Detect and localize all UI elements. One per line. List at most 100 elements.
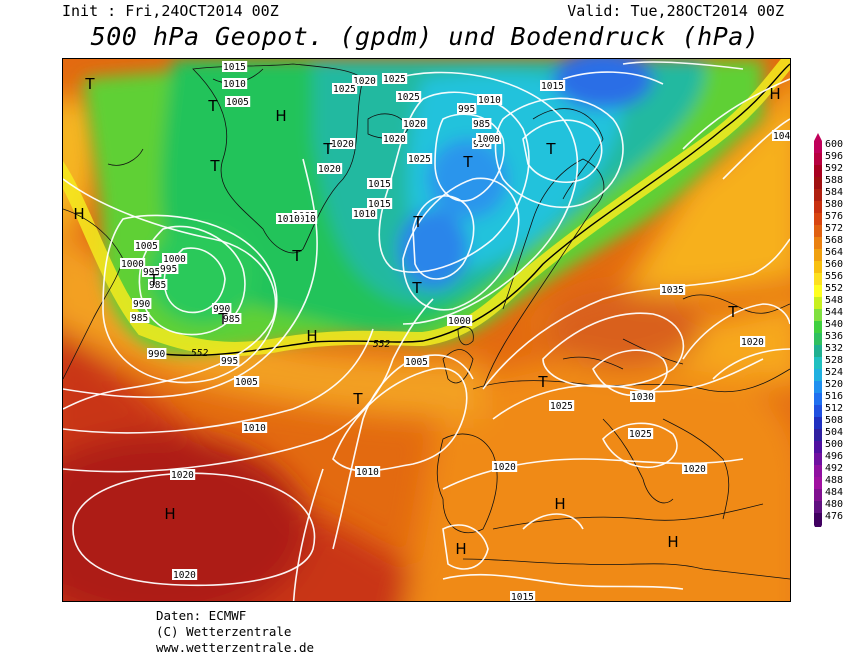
high-pressure-center: H xyxy=(554,495,565,513)
legend-swatch xyxy=(814,177,822,189)
legend-swatch xyxy=(814,321,822,333)
svg-text:1025: 1025 xyxy=(397,92,420,103)
legend-level-label: 592 xyxy=(825,163,843,174)
isobar-value-label: 990 xyxy=(132,298,152,310)
legend-level-label: 580 xyxy=(825,199,843,210)
svg-text:1015: 1015 xyxy=(541,81,564,92)
legend-swatch xyxy=(814,405,822,417)
legend-level-label: 552 xyxy=(825,283,843,294)
low-pressure-center: T xyxy=(209,157,220,175)
legend-level-label: 492 xyxy=(825,463,843,474)
svg-text:1015: 1015 xyxy=(368,199,391,210)
svg-text:995: 995 xyxy=(221,356,238,367)
svg-text:1000: 1000 xyxy=(448,316,471,327)
svg-text:1000: 1000 xyxy=(121,259,144,270)
isobar-value-label: 1025 xyxy=(549,400,575,412)
legend-level-label: 600 xyxy=(825,139,843,150)
isobar-value-label: 1005 xyxy=(134,240,160,252)
geopotential-height-label: 552 xyxy=(373,339,390,350)
high-pressure-center: H xyxy=(275,107,286,125)
isobar-value-label: 1025 xyxy=(628,428,654,440)
legend-level-label: 548 xyxy=(825,295,843,306)
isobar-value-label: 1010 xyxy=(355,466,381,478)
svg-text:1020: 1020 xyxy=(173,570,196,581)
legend-swatch xyxy=(814,189,822,201)
svg-text:1020: 1020 xyxy=(331,139,354,150)
legend-swatch xyxy=(814,273,822,285)
init-time-label: Init : Fri,24OCT2014 00Z xyxy=(62,2,279,20)
svg-text:985: 985 xyxy=(149,280,166,291)
svg-text:1005: 1005 xyxy=(405,357,428,368)
svg-text:1000: 1000 xyxy=(477,134,500,145)
isobar-value-label: 1015 xyxy=(510,591,536,601)
svg-text:990: 990 xyxy=(133,299,150,310)
svg-text:1010: 1010 xyxy=(223,79,246,90)
svg-text:1015: 1015 xyxy=(511,592,534,601)
high-pressure-center: H xyxy=(667,533,678,551)
weather-map: 1015 1010 1005 1020 1025 1025 1025 1020 1020 1015… xyxy=(62,58,791,602)
svg-text:1025: 1025 xyxy=(629,429,652,440)
svg-text:995: 995 xyxy=(160,264,177,275)
isobar-value-label: 995 xyxy=(457,103,477,115)
isobar-value-label: 1020 xyxy=(682,463,708,475)
legend-level-label: 560 xyxy=(825,259,843,270)
isobar-value-label: 1025 xyxy=(332,83,358,95)
legend-swatch xyxy=(814,249,822,261)
svg-text:1020: 1020 xyxy=(383,134,406,145)
svg-text:995: 995 xyxy=(143,267,160,278)
legend-swatch xyxy=(814,333,822,345)
credit-website: www.wetterzentrale.de xyxy=(156,640,315,655)
legend-level-label: 484 xyxy=(825,487,843,498)
isobar-value-label: 1015 xyxy=(222,61,248,73)
legend-swatch xyxy=(814,441,822,453)
legend-level-label: 528 xyxy=(825,355,843,366)
svg-text:1020: 1020 xyxy=(171,470,194,481)
isobars xyxy=(63,61,790,601)
legend-level-label: 588 xyxy=(825,175,843,186)
legend-swatch xyxy=(814,513,822,525)
legend-swatch xyxy=(814,309,822,321)
svg-text:1020: 1020 xyxy=(403,119,426,130)
legend-level-label: 496 xyxy=(825,451,843,462)
low-pressure-center: T xyxy=(217,310,228,328)
isobar-value-label: 1025 xyxy=(396,91,422,103)
isobar-value-label: 1010 xyxy=(292,213,318,225)
isobar-value-label: 1025 xyxy=(382,73,408,85)
isobar-value-label: 1020 xyxy=(170,469,196,481)
isobar-value-label: 1020 xyxy=(352,75,378,87)
svg-text:1005: 1005 xyxy=(135,241,158,252)
isobar-value-label: 995 xyxy=(159,263,179,275)
isobar-value-label: 1020 xyxy=(317,163,343,175)
svg-text:1010: 1010 xyxy=(353,209,376,220)
low-pressure-center: T xyxy=(411,279,422,297)
valid-time-label: Valid: Tue,28OCT2014 00Z xyxy=(567,2,784,20)
svg-text:1030: 1030 xyxy=(631,392,654,403)
svg-text:1010: 1010 xyxy=(356,467,379,478)
legend-level-label: 532 xyxy=(825,343,843,354)
svg-text:1015: 1015 xyxy=(368,179,391,190)
legend-swatch xyxy=(814,237,822,249)
svg-text:1025: 1025 xyxy=(333,84,356,95)
legend-swatch xyxy=(814,297,822,309)
legend-level-label: 508 xyxy=(825,415,843,426)
high-pressure-center: H xyxy=(769,85,780,103)
legend-level-label: 596 xyxy=(825,151,843,162)
isobar-value-label: 1020 xyxy=(382,133,408,145)
isobar-value-label: 1015 xyxy=(367,178,393,190)
low-pressure-center: T xyxy=(322,140,333,158)
isobar-value-label: 1015 xyxy=(540,80,566,92)
legend-level-label: 576 xyxy=(825,211,843,222)
svg-text:1000: 1000 xyxy=(163,254,186,265)
legend-swatch xyxy=(814,429,822,441)
isobar-value-label: 1000 xyxy=(476,133,502,145)
legend-level-label: 512 xyxy=(825,403,843,414)
isobar-value-label: 990 xyxy=(147,348,167,360)
low-pressure-center: T xyxy=(537,373,548,391)
low-pressure-center: T xyxy=(545,140,556,158)
isobar-value-label: 1010 xyxy=(222,78,248,90)
svg-text:1015: 1015 xyxy=(223,62,246,73)
legend-swatch xyxy=(814,489,822,501)
legend-bottom-arrow xyxy=(814,525,822,533)
high-pressure-center: H xyxy=(306,327,317,345)
legend-swatch xyxy=(814,285,822,297)
